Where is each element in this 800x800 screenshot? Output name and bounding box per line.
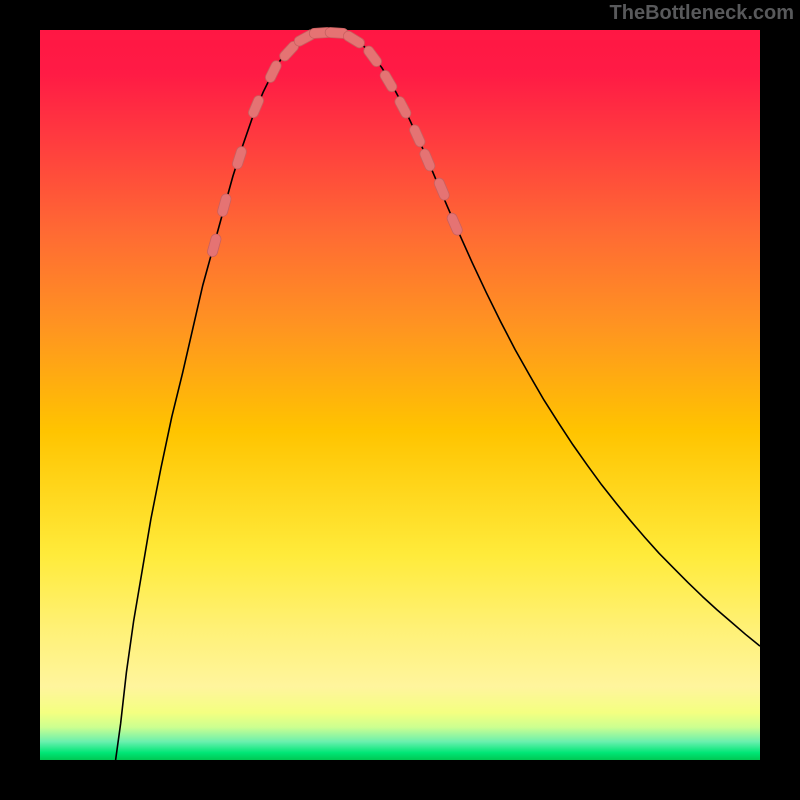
chart-container: TheBottleneck.com <box>0 0 800 800</box>
plot-gradient-background <box>40 30 760 760</box>
chart-svg <box>0 0 800 800</box>
watermark-text: TheBottleneck.com <box>610 2 794 25</box>
